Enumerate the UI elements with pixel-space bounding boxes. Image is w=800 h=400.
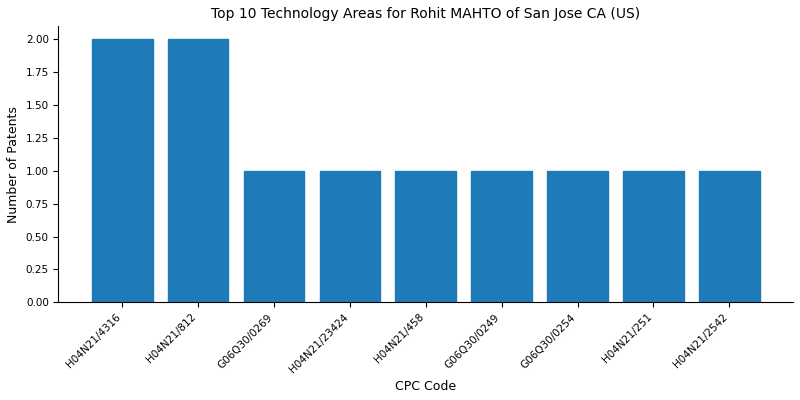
- Bar: [623, 171, 684, 302]
- Bar: [168, 40, 229, 302]
- Y-axis label: Number of Patents: Number of Patents: [7, 106, 20, 223]
- Bar: [547, 171, 608, 302]
- Bar: [92, 40, 153, 302]
- Bar: [395, 171, 456, 302]
- Bar: [319, 171, 380, 302]
- Bar: [244, 171, 304, 302]
- Bar: [471, 171, 532, 302]
- Title: Top 10 Technology Areas for Rohit MAHTO of San Jose CA (US): Top 10 Technology Areas for Rohit MAHTO …: [211, 7, 640, 21]
- Bar: [699, 171, 760, 302]
- X-axis label: CPC Code: CPC Code: [395, 380, 456, 393]
